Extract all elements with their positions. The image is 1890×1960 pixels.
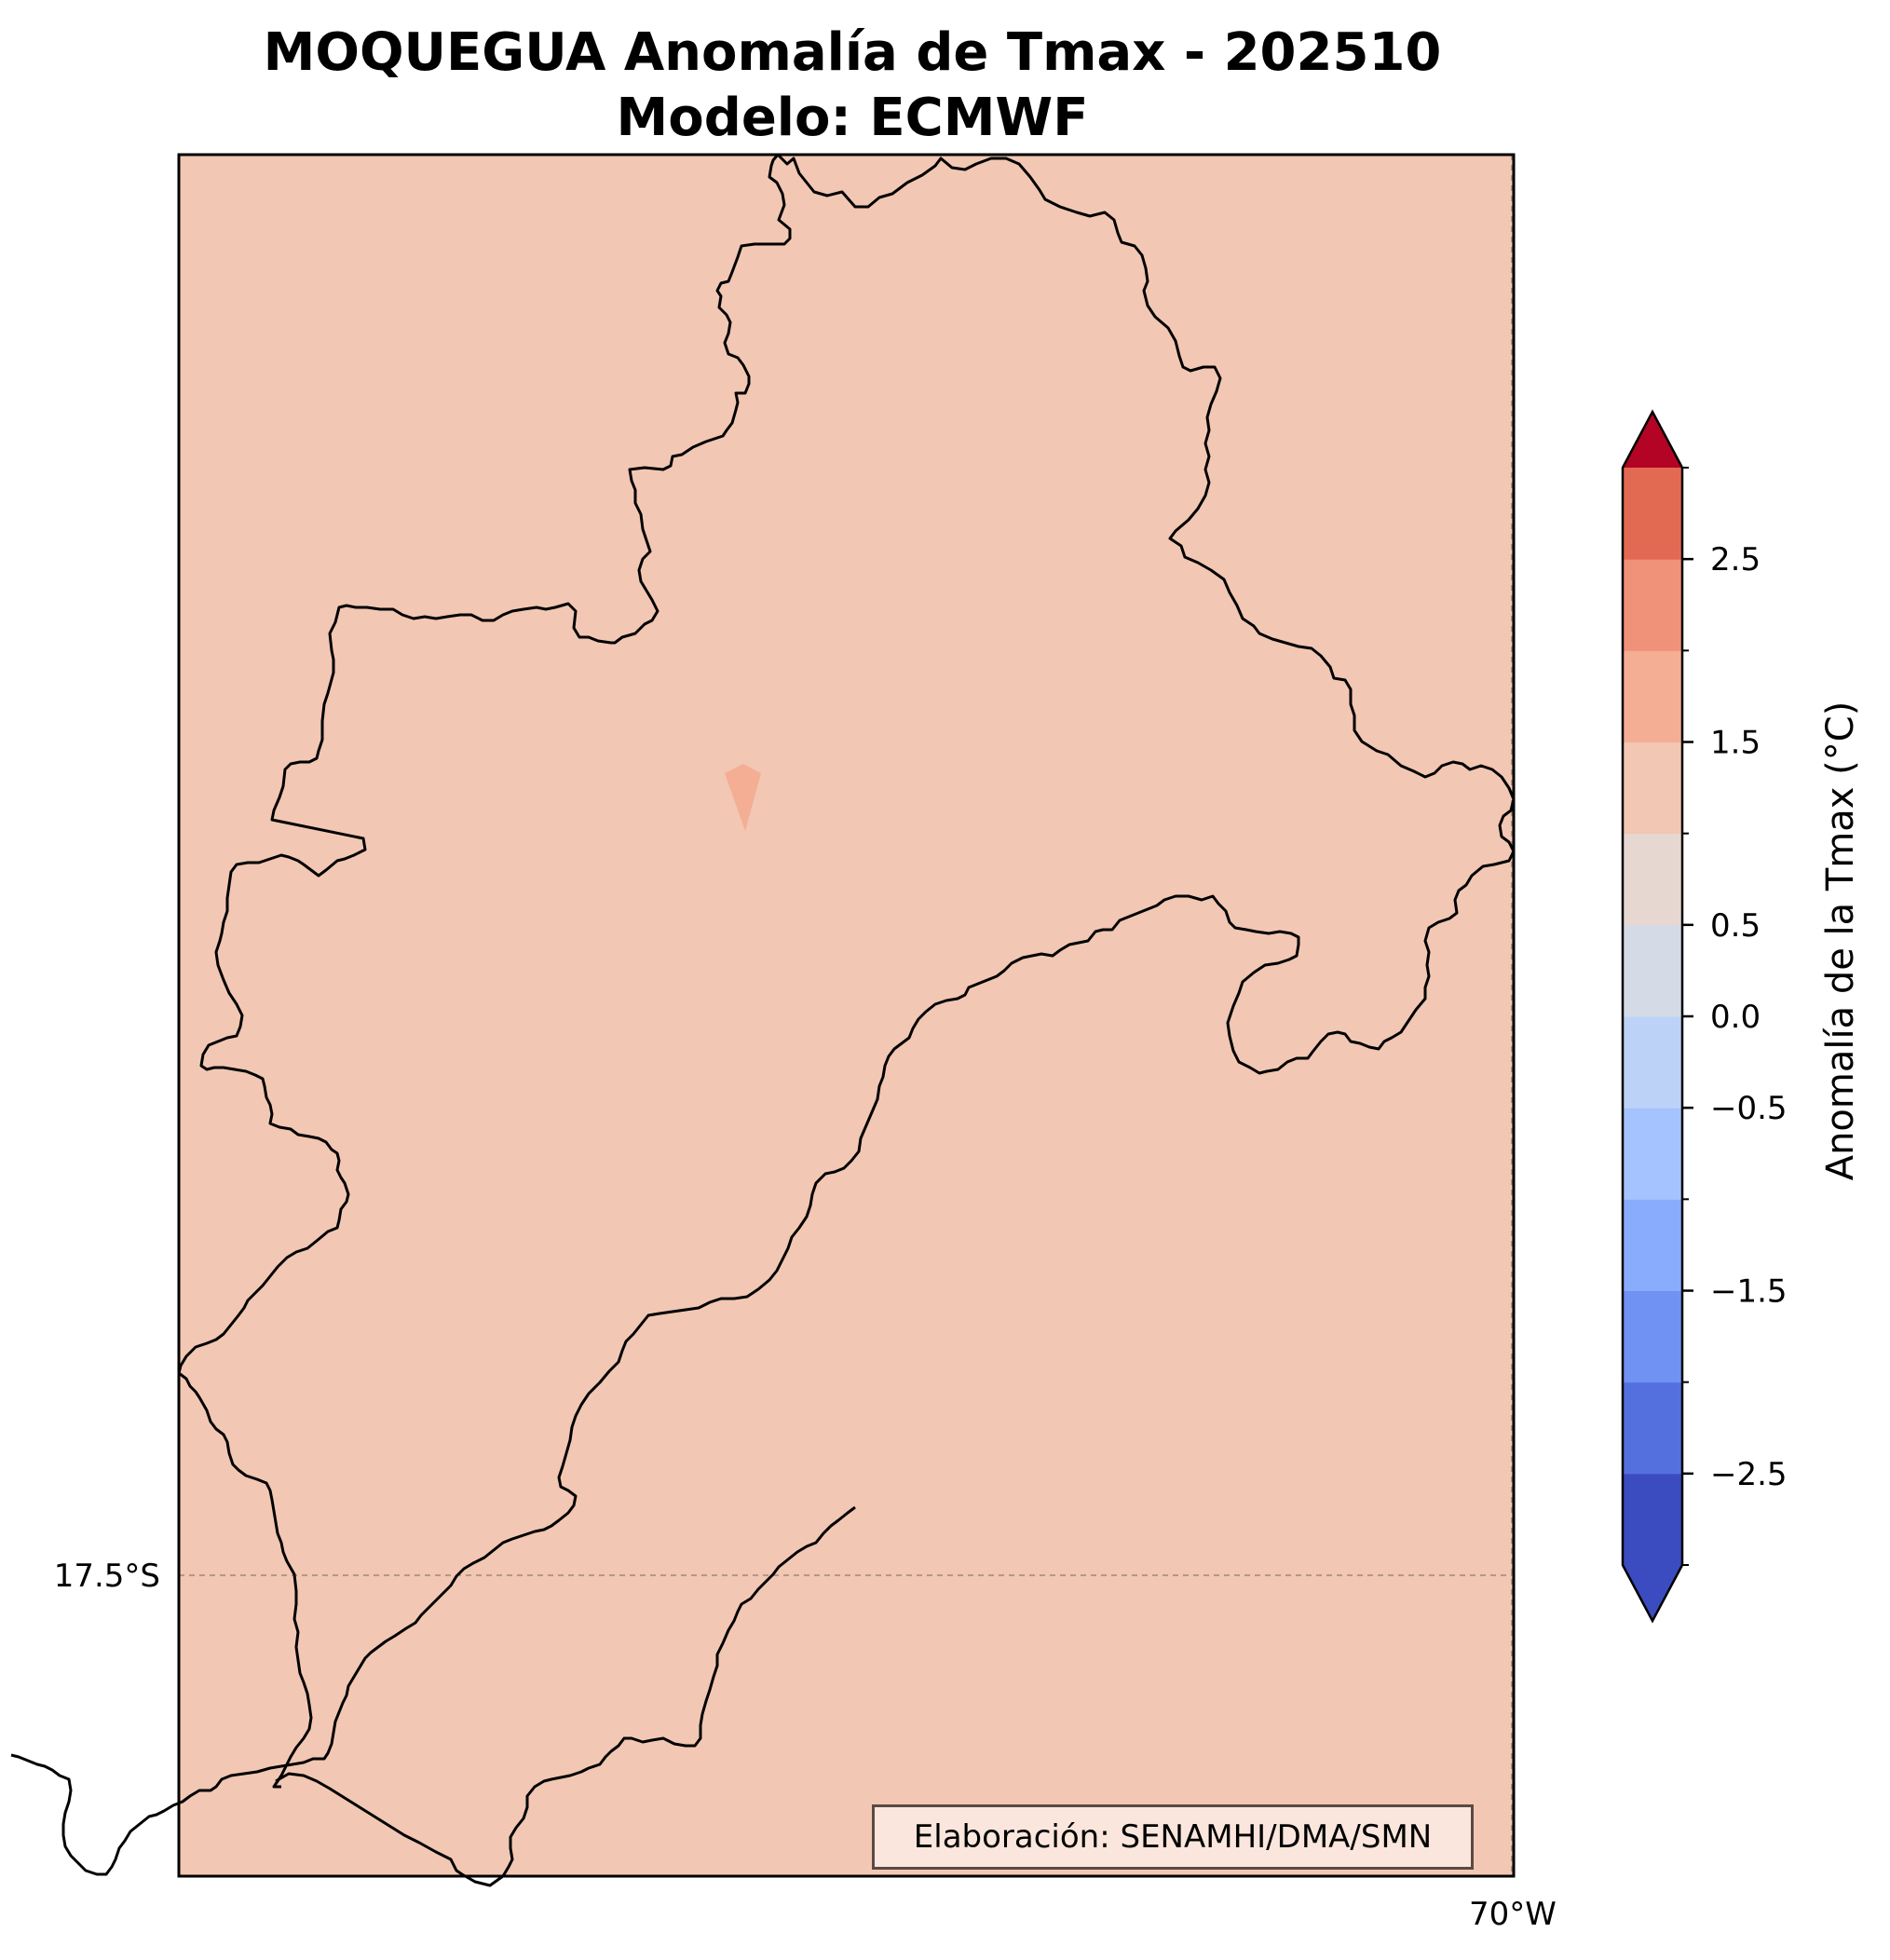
colorbar-bin <box>1623 1473 1682 1566</box>
colorbar-bin <box>1623 559 1682 651</box>
title-line-2: Modelo: ECMWF <box>616 88 1089 148</box>
colorbar-bin <box>1623 1108 1682 1200</box>
colorbar-tick-label: 1.5 <box>1710 725 1761 762</box>
colorbar-label: Anomalía de la Tmax (°C) <box>1819 701 1862 1181</box>
longitude-label: 70°W <box>1469 1896 1557 1933</box>
colorbar-tick-label: −1.5 <box>1710 1273 1788 1311</box>
colorbar-bin <box>1623 1199 1682 1291</box>
colorbar-bin <box>1623 650 1682 742</box>
colorbar-tick-label: 0.0 <box>1710 999 1761 1036</box>
colorbar: 2.5 1.5 0.5 0.0 −0.5 −1.5 −2.5 <box>1621 409 1788 1624</box>
latitude-label: 17.5°S <box>54 1558 160 1595</box>
colorbar-bin <box>1623 468 1682 560</box>
colorbar-bin <box>1623 1290 1682 1383</box>
coastline <box>275 1505 856 1887</box>
colorbar-tick-label: −2.5 <box>1710 1456 1788 1493</box>
colorbar-bin <box>1623 1382 1682 1475</box>
anomaly-field <box>179 155 1514 1876</box>
map-title: MOQUEGUA Anomalía de Tmax - 202510 Model… <box>177 20 1528 151</box>
colorbar-tick-label: 2.5 <box>1710 541 1761 578</box>
moquegua-boundary <box>10 153 1516 1876</box>
moquegua-boundary-west <box>177 154 792 1789</box>
colorbar-bin <box>1623 924 1682 1017</box>
title-line-1: MOQUEGUA Anomalía de Tmax - 202510 <box>263 22 1442 83</box>
colorbar-bin <box>1623 833 1682 926</box>
colorbar-bin <box>1623 1016 1682 1109</box>
colorbar-extend-min <box>1623 1565 1682 1621</box>
credit-box: Elaboración: SENAMHI/DMA/SMN <box>872 1804 1474 1870</box>
colorbar-bin <box>1623 742 1682 835</box>
colorbar-extend-max <box>1623 412 1682 468</box>
map-frame <box>177 153 1516 1878</box>
colorbar-tick-label: −0.5 <box>1710 1090 1788 1127</box>
colorbar-tick-label: 0.5 <box>1710 907 1761 945</box>
local-anomaly-patch <box>725 764 761 831</box>
